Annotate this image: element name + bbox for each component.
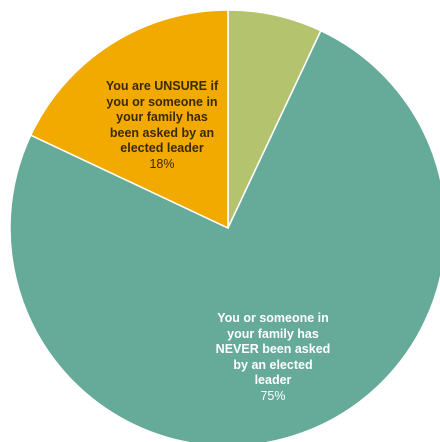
slice-label-never: You or someone in your family has NEVER … (198, 311, 348, 404)
slice-label-unsure: You are UNSURE if you or someone in your… (96, 79, 228, 172)
pie-slice-never (9, 29, 440, 442)
slice-label-never-text: You or someone in your family has NEVER … (215, 311, 331, 387)
slice-label-unsure-text: You are UNSURE if you or someone in your… (105, 79, 219, 155)
pie-slice-unsure (29, 9, 229, 230)
pie-slices (9, 9, 440, 442)
slice-label-never-percent: 75% (260, 388, 286, 403)
slice-label-unsure-percent: 18% (149, 156, 175, 171)
